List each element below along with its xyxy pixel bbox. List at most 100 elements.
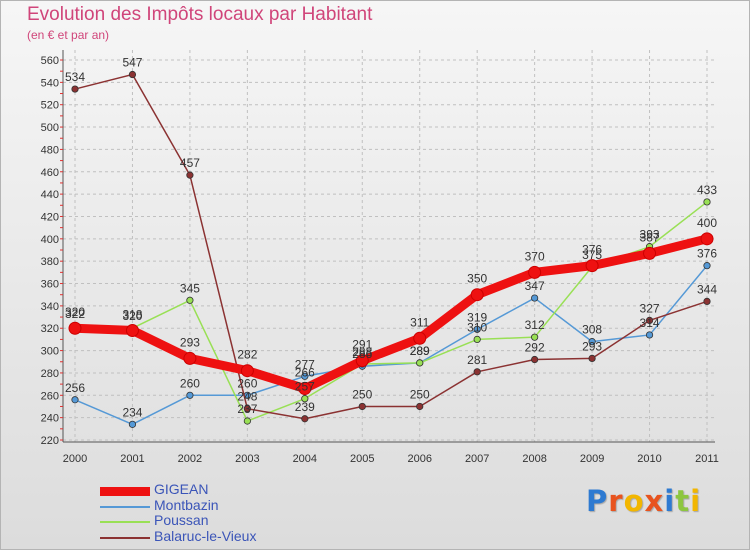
data-label-gigean: 370 bbox=[525, 249, 545, 263]
data-label-poussan: 320 bbox=[122, 309, 142, 323]
x-tick-label: 2007 bbox=[465, 453, 489, 465]
logo-letter: o bbox=[623, 484, 645, 518]
series-line-poussan bbox=[74, 201, 708, 422]
data-point-poussan bbox=[531, 333, 539, 341]
x-tick-label: 2010 bbox=[637, 453, 661, 465]
data-point-gigean bbox=[413, 331, 427, 345]
x-tick-label: 2006 bbox=[407, 453, 431, 465]
legend-swatch-montbazin bbox=[100, 505, 150, 508]
data-label-poussan: 288 bbox=[352, 345, 372, 359]
data-label-gigean: 376 bbox=[582, 243, 602, 257]
data-point-gigean bbox=[643, 246, 657, 260]
chart-title: Evolution des Impôts locaux par Habitant bbox=[27, 4, 373, 25]
data-label-balaruc-le-vieux: 293 bbox=[582, 339, 602, 353]
y-tick-label: 260 bbox=[41, 390, 59, 402]
data-point-balaruc-le-vieux bbox=[531, 355, 539, 364]
data-label-montbazin: 347 bbox=[525, 279, 545, 293]
data-point-poussan bbox=[703, 198, 711, 206]
data-point-montbazin bbox=[128, 420, 137, 428]
data-point-poussan bbox=[416, 359, 424, 367]
data-label-balaruc-le-vieux: 327 bbox=[640, 301, 660, 315]
y-tick-label: 480 bbox=[41, 144, 59, 156]
legend-swatch-balaruc-le-vieux bbox=[100, 536, 150, 539]
chart-subtitle: (en € et par an) bbox=[27, 28, 110, 42]
data-label-balaruc-le-vieux: 534 bbox=[65, 70, 85, 84]
logo-letter: i bbox=[690, 484, 702, 518]
data-label-balaruc-le-vieux: 292 bbox=[525, 341, 545, 355]
data-label-poussan: 312 bbox=[525, 318, 545, 332]
x-tick-label: 2001 bbox=[120, 453, 144, 465]
data-label-gigean: 350 bbox=[467, 272, 487, 286]
data-label-gigean: 291 bbox=[352, 338, 372, 352]
data-label-montbazin: 314 bbox=[640, 316, 660, 330]
series-line-montbazin bbox=[74, 264, 708, 426]
data-label-gigean: 400 bbox=[697, 216, 717, 230]
data-label-poussan: 310 bbox=[467, 320, 487, 334]
grid-lines bbox=[63, 50, 715, 442]
data-label-poussan: 289 bbox=[410, 344, 430, 358]
logo-letter: r bbox=[608, 484, 624, 518]
data-point-balaruc-le-vieux bbox=[416, 402, 424, 411]
data-point-balaruc-le-vieux bbox=[473, 368, 481, 376]
data-label-montbazin: 319 bbox=[467, 310, 487, 324]
data-point-balaruc-le-vieux bbox=[703, 297, 711, 306]
y-tick-label: 420 bbox=[41, 211, 59, 223]
y-tick-label: 300 bbox=[41, 346, 59, 358]
data-point-gigean bbox=[240, 364, 254, 378]
data-label-montbazin: 256 bbox=[65, 381, 85, 395]
y-tick-label: 380 bbox=[41, 256, 59, 268]
data-label-balaruc-le-vieux: 250 bbox=[410, 387, 430, 401]
data-label-montbazin: 234 bbox=[122, 405, 142, 419]
data-label-gigean: 282 bbox=[237, 348, 257, 362]
data-point-montbazin bbox=[71, 396, 79, 404]
data-label-balaruc-le-vieux: 250 bbox=[352, 387, 372, 401]
x-tick-label: 2005 bbox=[350, 453, 374, 465]
logo-letter: x bbox=[644, 484, 665, 518]
legend-label-gigean: GIGEAN bbox=[154, 481, 209, 497]
series-line-gigean bbox=[70, 234, 712, 394]
legend-swatch-gigean bbox=[100, 487, 150, 496]
data-label-balaruc-le-vieux: 344 bbox=[697, 282, 717, 296]
data-label-poussan: 345 bbox=[180, 281, 200, 295]
x-tick-label: 2003 bbox=[235, 453, 259, 465]
data-label-gigean: 387 bbox=[640, 230, 660, 244]
data-label-gigean: 320 bbox=[65, 305, 85, 319]
y-tick-label: 540 bbox=[41, 77, 59, 89]
data-label-balaruc-le-vieux: 547 bbox=[122, 56, 142, 70]
data-point-gigean bbox=[183, 351, 197, 365]
data-point-montbazin bbox=[703, 262, 711, 270]
y-tick-label: 520 bbox=[41, 100, 59, 112]
data-point-poussan bbox=[473, 335, 481, 344]
y-tick-label: 360 bbox=[41, 279, 59, 291]
data-label-montbazin: 260 bbox=[180, 376, 200, 390]
axes: 220 240 260 280 300 320 340 360 380 400 420 440 460 4… bbox=[41, 50, 719, 465]
data-point-balaruc-le-vieux bbox=[186, 171, 194, 179]
x-tick-label: 2004 bbox=[293, 453, 317, 465]
data-point-gigean bbox=[355, 354, 369, 368]
data-point-montbazin bbox=[186, 391, 194, 399]
legend-label-montbazin: Montbazin bbox=[154, 496, 219, 513]
y-tick-label: 340 bbox=[41, 301, 59, 313]
data-label-montbazin: 289 bbox=[410, 344, 430, 358]
y-tick-label: 460 bbox=[41, 167, 59, 179]
y-tick-label: 220 bbox=[41, 435, 59, 447]
logo-letter: t bbox=[675, 484, 691, 518]
data-point-montbazin bbox=[531, 294, 539, 302]
data-point-poussan bbox=[301, 395, 309, 403]
data-point-montbazin bbox=[301, 372, 309, 380]
data-label-montbazin: 376 bbox=[697, 247, 717, 261]
data-label-poussan: 393 bbox=[640, 228, 660, 242]
data-point-balaruc-le-vieux bbox=[358, 402, 366, 411]
logo-letter: i bbox=[664, 484, 676, 518]
data-label-gigean: 311 bbox=[410, 315, 429, 329]
data-label-montbazin: 308 bbox=[582, 323, 602, 337]
data-label-poussan: 237 bbox=[237, 402, 257, 416]
data-point-gigean bbox=[68, 321, 82, 335]
y-tick-label: 320 bbox=[41, 323, 59, 335]
data-point-gigean bbox=[298, 382, 312, 396]
x-tick-label: 2002 bbox=[178, 453, 202, 465]
y-tick-label: 400 bbox=[41, 234, 59, 246]
